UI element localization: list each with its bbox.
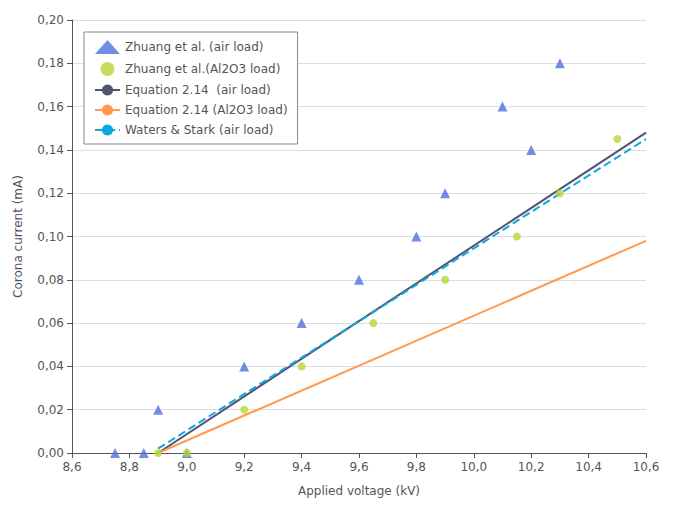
svg-text:0,06: 0,06: [37, 316, 64, 330]
svg-text:0,16: 0,16: [37, 100, 64, 114]
svg-text:0,10: 0,10: [37, 230, 64, 244]
svg-text:Zhuang et al. (air load): Zhuang et al. (air load): [125, 40, 264, 54]
svg-text:0,04: 0,04: [37, 359, 64, 373]
svg-text:0,00: 0,00: [37, 446, 64, 460]
svg-text:0,18: 0,18: [37, 56, 64, 70]
svg-text:10,0: 10,0: [460, 460, 487, 474]
svg-text:0,14: 0,14: [37, 143, 64, 157]
svg-text:0,20: 0,20: [37, 13, 64, 27]
svg-text:10,6: 10,6: [633, 460, 660, 474]
svg-text:8,8: 8,8: [120, 460, 139, 474]
svg-text:Applied voltage (kV): Applied voltage (kV): [298, 484, 420, 498]
svg-text:Equation 2.14 (Al2O3 load): Equation 2.14 (Al2O3 load): [125, 103, 288, 117]
svg-text:0,02: 0,02: [37, 403, 64, 417]
svg-text:Zhuang et al.(Al2O3 load): Zhuang et al.(Al2O3 load): [125, 62, 280, 76]
svg-text:8,6: 8,6: [62, 460, 81, 474]
svg-text:9,4: 9,4: [292, 460, 311, 474]
svg-text:10,4: 10,4: [575, 460, 602, 474]
svg-text:0,12: 0,12: [37, 186, 64, 200]
svg-text:9,8: 9,8: [407, 460, 426, 474]
svg-text:9,0: 9,0: [177, 460, 196, 474]
svg-text:9,6: 9,6: [349, 460, 368, 474]
svg-text:9,2: 9,2: [235, 460, 254, 474]
svg-text:Corona current (mA): Corona current (mA): [11, 175, 25, 298]
svg-text:Equation 2.14 (air load): Equation 2.14 (air load): [125, 83, 271, 97]
svg-text:0,08: 0,08: [37, 273, 64, 287]
svg-text:Waters & Stark (air load): Waters & Stark (air load): [125, 123, 274, 137]
svg-text:10,2: 10,2: [518, 460, 545, 474]
